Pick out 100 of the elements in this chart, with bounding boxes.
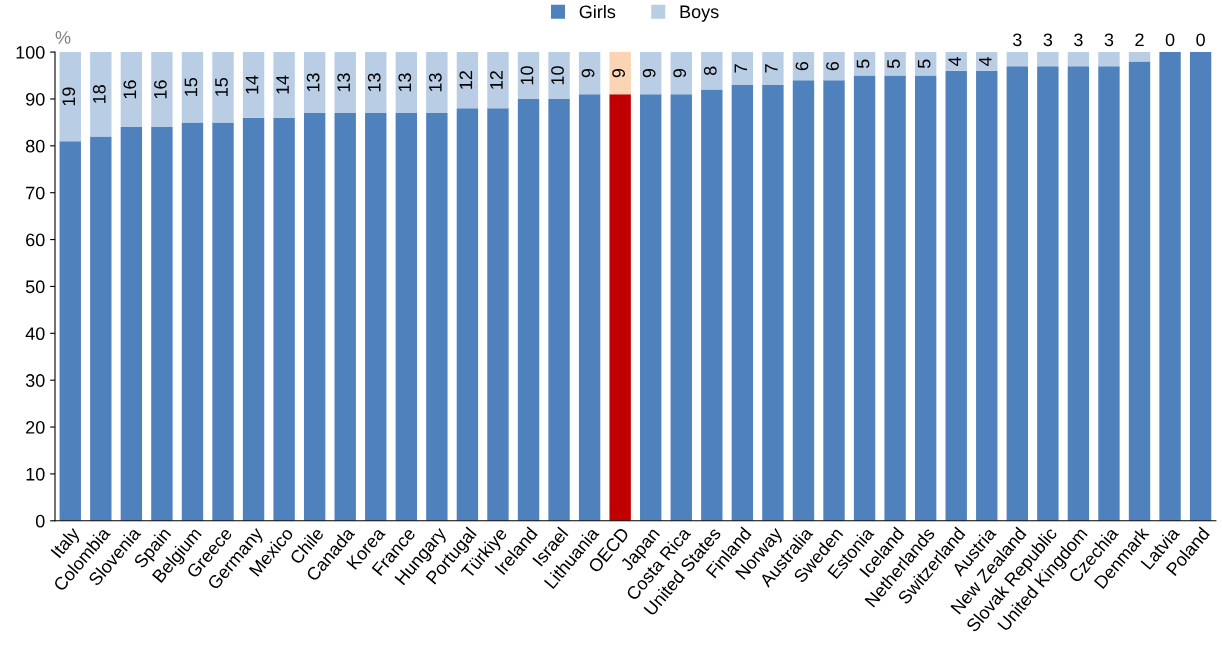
- data-label: 9: [673, 69, 687, 78]
- data-label: 16: [123, 80, 137, 99]
- bar: [456, 108, 479, 521]
- bar: [853, 75, 876, 521]
- data-label: 5: [856, 59, 870, 69]
- bar: [701, 52, 723, 90]
- bar: [242, 117, 265, 521]
- bar: [90, 52, 112, 137]
- bar: [670, 52, 692, 95]
- data-label: 10: [520, 66, 534, 85]
- bar: [517, 98, 540, 521]
- y-tick-label: 0: [35, 514, 45, 528]
- bar: [181, 52, 204, 123]
- data-label: 0: [1165, 33, 1175, 47]
- y-tick-label: 80: [25, 139, 45, 153]
- bar: [762, 84, 784, 521]
- data-label: 14: [276, 75, 289, 94]
- data-label: 9: [642, 69, 656, 78]
- y-tick-label: 50: [25, 280, 45, 294]
- bar: [731, 52, 754, 85]
- bar: [823, 80, 845, 521]
- bar: [976, 70, 998, 521]
- legend-label: Girls: [579, 4, 616, 19]
- bar: [701, 89, 723, 521]
- bar: [1098, 66, 1120, 521]
- bar: [1037, 66, 1059, 521]
- data-label: 18: [92, 85, 106, 103]
- bar: [273, 117, 295, 521]
- bar: [395, 52, 418, 114]
- bar: [640, 94, 662, 521]
- bar: [578, 52, 601, 95]
- bar: [303, 52, 326, 114]
- data-label: 3: [1074, 33, 1083, 47]
- y-tick-label: 90: [26, 92, 45, 106]
- data-label: 6: [795, 61, 809, 71]
- bar: [640, 52, 662, 95]
- data-label: 4: [979, 56, 992, 67]
- bar: [212, 122, 234, 521]
- bar: [59, 141, 81, 521]
- bar: [1098, 52, 1120, 67]
- data-label: 15: [184, 77, 198, 96]
- data-label: 13: [337, 73, 351, 92]
- data-label: 7: [765, 64, 778, 73]
- data-label: 15: [215, 77, 228, 96]
- y-axis-title: %: [55, 31, 71, 44]
- bar: [762, 52, 784, 85]
- bar: [151, 52, 173, 128]
- bar: [90, 136, 112, 521]
- y-tick-label: 100: [16, 46, 45, 59]
- bar: [578, 94, 601, 521]
- bar: [609, 94, 631, 521]
- bar: [976, 52, 998, 71]
- bar: [1128, 61, 1151, 521]
- bar: [120, 52, 143, 128]
- bar: [1159, 52, 1181, 521]
- bar: [1128, 52, 1151, 62]
- bar: [120, 127, 143, 521]
- data-label: 9: [612, 69, 626, 78]
- bar: [365, 113, 387, 521]
- bar: [212, 52, 234, 123]
- data-label: 12: [459, 71, 473, 89]
- bar: [884, 75, 906, 521]
- data-label: 0: [1196, 33, 1205, 47]
- bar: [548, 52, 570, 99]
- bar: [242, 52, 265, 118]
- bar: [884, 52, 906, 76]
- bar: [426, 113, 448, 521]
- bar: [151, 127, 173, 521]
- bar: [1189, 52, 1212, 521]
- data-label: 16: [153, 80, 167, 99]
- data-label: 13: [306, 73, 320, 92]
- bar: [914, 75, 937, 521]
- data-label: 3: [1043, 33, 1053, 47]
- bar: [731, 84, 754, 521]
- data-label: 2: [1135, 33, 1144, 46]
- data-label: 4: [948, 56, 961, 67]
- bar: [426, 52, 448, 114]
- bar: [1006, 66, 1029, 521]
- data-label: 14: [245, 75, 259, 94]
- bar: [1067, 52, 1090, 67]
- bar: [670, 94, 692, 521]
- bar: [945, 70, 967, 521]
- bar: [334, 52, 356, 114]
- y-tick-label: 20: [26, 420, 45, 434]
- bar: [792, 80, 815, 521]
- bar: [273, 52, 295, 118]
- bar: [792, 52, 815, 81]
- bar: [517, 52, 540, 99]
- data-label: 13: [367, 73, 381, 92]
- y-tick-label: 70: [26, 186, 45, 200]
- bar: [1037, 52, 1059, 67]
- bar: [395, 113, 418, 521]
- data-label: 5: [917, 59, 931, 69]
- data-label: 19: [62, 87, 76, 106]
- bar: [1006, 52, 1029, 67]
- y-tick-label: 10: [26, 467, 45, 481]
- bar: [823, 52, 845, 81]
- bar: [548, 98, 570, 521]
- data-label: 7: [734, 64, 748, 73]
- y-tick-label: 40: [25, 327, 45, 341]
